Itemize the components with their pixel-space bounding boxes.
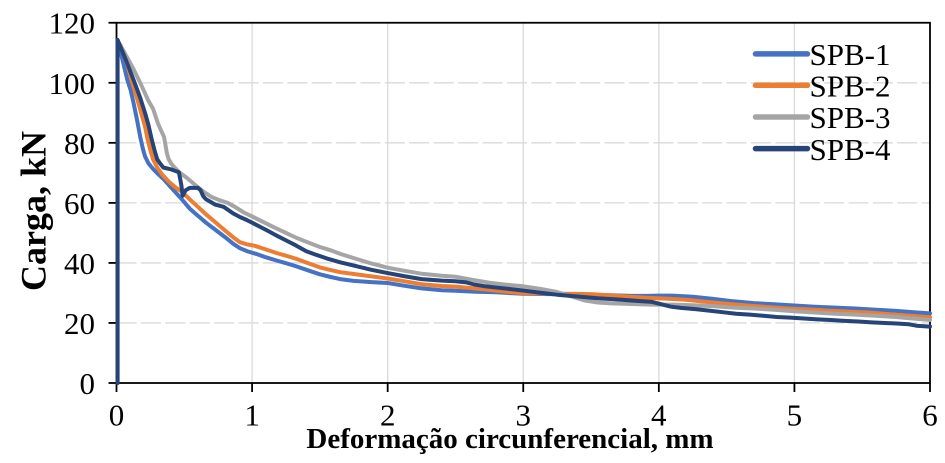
svg-text:100: 100 [49, 66, 96, 101]
svg-text:SPB-1: SPB-1 [810, 37, 891, 72]
svg-text:20: 20 [64, 306, 95, 341]
svg-text:80: 80 [64, 126, 95, 161]
svg-text:120: 120 [49, 6, 96, 41]
svg-text:3: 3 [515, 398, 531, 433]
svg-text:2: 2 [380, 398, 396, 433]
svg-text:0: 0 [109, 398, 125, 433]
svg-text:Carga, kN: Carga, kN [14, 131, 54, 291]
svg-text:6: 6 [922, 398, 938, 433]
svg-text:SPB-4: SPB-4 [810, 132, 891, 167]
svg-text:Deformação circunferencial, mm: Deformação circunferencial, mm [306, 423, 713, 455]
svg-text:SPB-2: SPB-2 [810, 69, 891, 104]
svg-text:5: 5 [787, 398, 803, 433]
svg-text:1: 1 [244, 398, 260, 433]
svg-text:60: 60 [64, 186, 95, 221]
svg-text:40: 40 [64, 246, 95, 281]
svg-text:0: 0 [80, 366, 96, 401]
svg-text:4: 4 [651, 398, 667, 433]
svg-text:SPB-3: SPB-3 [810, 100, 891, 135]
